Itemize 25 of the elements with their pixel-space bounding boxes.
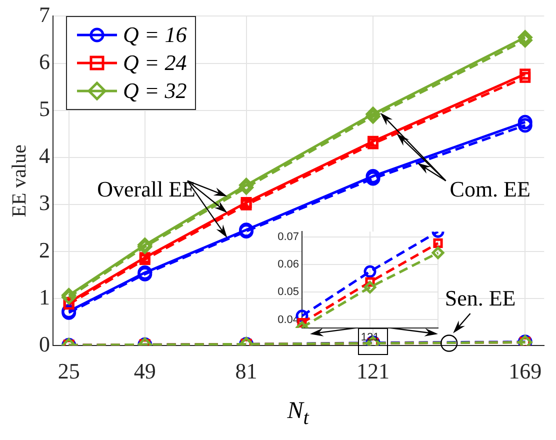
y-tick-label: 7 — [39, 2, 50, 27]
y-tick-label: 2 — [39, 237, 50, 262]
x-tick-label: 121 — [360, 332, 380, 344]
annotation: Sen. EE — [444, 285, 516, 310]
y-tick-label: 0.06 — [278, 258, 299, 271]
y-tick-label: 0.07 — [278, 231, 299, 244]
y-tick-label: 0 — [39, 331, 50, 356]
y-tick-label: 5 — [39, 96, 50, 122]
legend-label: Q = 24 — [123, 50, 187, 76]
y-tick-label: 4 — [39, 143, 50, 168]
x-tick-label: 49 — [134, 358, 156, 384]
y-tick-label: 1 — [39, 284, 50, 310]
x-tick-label: 121 — [356, 358, 390, 384]
annotation: Overall EE — [97, 176, 196, 202]
legend-label: Q = 32 — [123, 78, 187, 104]
y-tick-label: 3 — [39, 190, 50, 216]
x-tick-label: 169 — [508, 358, 542, 384]
x-axis-title: N$_{t}$ — [286, 398, 310, 430]
x-tick-label: 25 — [58, 358, 80, 384]
x-tick-label: 81 — [235, 358, 258, 384]
legend-label: Q = 16 — [123, 22, 187, 48]
y-tick-label: 6 — [39, 49, 50, 74]
y-tick-label: 0.05 — [278, 286, 299, 298]
annotation: Com. EE — [450, 176, 530, 202]
y-axis-title: EE value — [8, 144, 30, 218]
